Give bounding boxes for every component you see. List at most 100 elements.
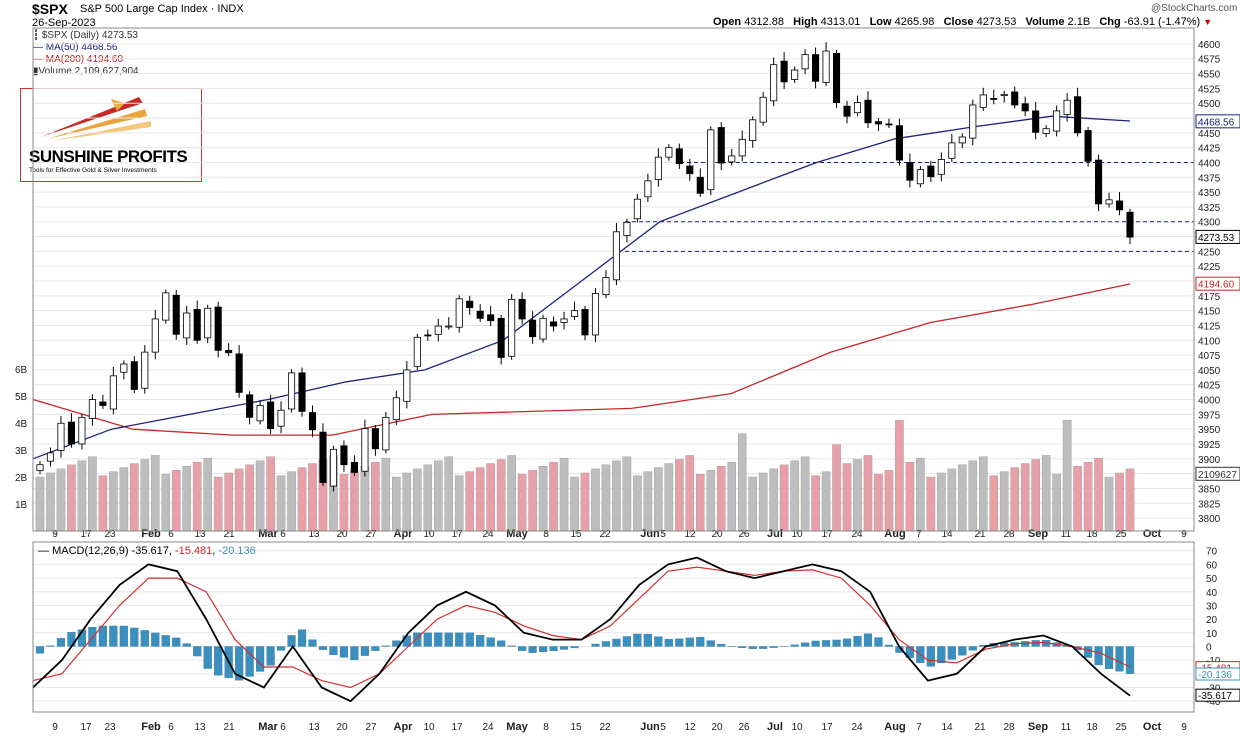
date-tick-label: 20 bbox=[336, 722, 348, 733]
date-tick-label: 13 bbox=[308, 529, 320, 540]
high-label: High bbox=[793, 16, 818, 28]
candle-body bbox=[319, 431, 327, 483]
date-tick-label: 18 bbox=[1086, 722, 1098, 733]
volume-bar bbox=[538, 466, 548, 532]
date-tick-label: 25 bbox=[1115, 529, 1127, 540]
price-tick-label: 4525 bbox=[1198, 84, 1221, 95]
macd-histogram-bar bbox=[140, 630, 149, 647]
price-tick-label: 4350 bbox=[1198, 188, 1221, 199]
candle-body bbox=[1063, 99, 1071, 115]
legend-price: ┇ $SPX (Daily) 4273.53 bbox=[33, 30, 139, 42]
candle-body bbox=[602, 277, 610, 296]
macd-tick-label: -30 bbox=[1206, 683, 1221, 694]
volume-bar bbox=[433, 460, 443, 532]
candle-body bbox=[130, 361, 138, 390]
logo-rays-icon bbox=[41, 97, 151, 141]
date-tick-label: 14 bbox=[941, 722, 953, 733]
price-tick-label: 3925 bbox=[1198, 440, 1221, 451]
price-tick-label: 4450 bbox=[1198, 129, 1221, 140]
macd-histogram-bar bbox=[245, 646, 254, 677]
date-tick-label: 9 bbox=[52, 529, 58, 540]
date-tick-label: 21 bbox=[223, 722, 235, 733]
date-tick-label: 23 bbox=[104, 722, 116, 733]
macd-histogram-bar bbox=[759, 646, 768, 649]
macd-histogram-bar bbox=[559, 646, 569, 650]
volume-bar bbox=[192, 461, 202, 532]
date-tick-label: 24 bbox=[482, 722, 494, 733]
candle-body bbox=[749, 119, 757, 141]
price-tick-label: 4200 bbox=[1198, 277, 1221, 288]
volume-bar bbox=[35, 476, 45, 532]
candle-body bbox=[36, 464, 44, 472]
ma200-value-label: 4194.60 bbox=[1198, 280, 1235, 291]
volume-bar bbox=[811, 475, 820, 532]
macd-tick-label: 0 bbox=[1206, 642, 1212, 653]
candle-body bbox=[539, 317, 547, 340]
candle-body bbox=[728, 155, 736, 163]
macd-histogram-bar bbox=[874, 637, 883, 647]
volume-bar bbox=[800, 456, 810, 532]
volume-bar bbox=[203, 457, 212, 532]
date-tick-label: 15 bbox=[570, 722, 582, 733]
macd-histogram-bar bbox=[821, 640, 831, 647]
ma50-value-label-box bbox=[1195, 114, 1240, 129]
volume-bar bbox=[958, 464, 967, 532]
macd-legend: — MACD(12,26,9) -35.617, -15.481, -20.13… bbox=[38, 545, 256, 557]
date-tick-label: 7 bbox=[916, 722, 922, 733]
volume-bar bbox=[612, 460, 621, 532]
date-tick-label: 10 bbox=[791, 529, 803, 540]
last-price-label-box bbox=[1195, 229, 1240, 244]
candle-body bbox=[350, 461, 358, 473]
price-tick-label: 3850 bbox=[1198, 484, 1221, 495]
macd-histogram-bar bbox=[601, 641, 611, 647]
macd-histogram-bar bbox=[1104, 646, 1114, 669]
candle-body bbox=[476, 310, 484, 319]
macd-histogram-bar bbox=[622, 636, 632, 647]
macd-histogram-bar bbox=[518, 646, 527, 651]
date-tick-label: Apr bbox=[394, 528, 414, 540]
volume-bar bbox=[916, 457, 925, 532]
macd-histogram-bar bbox=[528, 646, 537, 653]
macd-histogram-bar bbox=[1125, 646, 1135, 674]
candle-body bbox=[591, 293, 600, 336]
volume-bar bbox=[978, 456, 988, 532]
date-tick-label: 15 bbox=[570, 529, 582, 540]
macd-value: -35.617 bbox=[131, 545, 169, 557]
candle-body bbox=[550, 321, 558, 327]
date-tick-label: 10 bbox=[423, 529, 435, 540]
macd-histogram-bar bbox=[979, 645, 988, 647]
candle-body bbox=[141, 351, 149, 389]
candle-body bbox=[623, 221, 631, 236]
volume-bar bbox=[46, 472, 55, 532]
volume-bar bbox=[559, 457, 569, 532]
candle-body bbox=[1126, 211, 1134, 238]
candle-body bbox=[413, 336, 421, 367]
price-tick-label: 4425 bbox=[1198, 144, 1221, 155]
volume-bar bbox=[706, 470, 716, 532]
candle-body bbox=[853, 102, 862, 114]
macd-label: MACD(12,26,9) bbox=[52, 545, 129, 557]
volume-bar bbox=[1041, 455, 1051, 532]
macd-histogram-bar bbox=[360, 646, 369, 656]
candle-body bbox=[822, 50, 830, 83]
volume-bar bbox=[528, 470, 537, 532]
macd-histogram-bar bbox=[465, 632, 474, 647]
macd-histogram-bar bbox=[402, 635, 411, 647]
candle-body bbox=[371, 428, 379, 450]
candle-body bbox=[738, 138, 746, 157]
macd-histogram-bar bbox=[549, 646, 558, 651]
macd-histogram-bar bbox=[455, 632, 464, 647]
chg-value: -63.91 (-1.47%) bbox=[1123, 16, 1201, 28]
macd-signal-value: -15.481 bbox=[174, 545, 213, 557]
date-tick-label: 21 bbox=[974, 529, 986, 540]
support-resistance-lines bbox=[625, 161, 1194, 252]
last-price-label: 4273.53 bbox=[1198, 233, 1235, 244]
date-tick-label: 12 bbox=[684, 529, 696, 540]
candle-body bbox=[298, 372, 306, 412]
date-tick-label: 27 bbox=[365, 529, 377, 540]
candle-body bbox=[424, 334, 432, 337]
price-tick-label: 4125 bbox=[1198, 321, 1221, 332]
candle-body bbox=[361, 428, 369, 472]
date-tick-label: May bbox=[506, 528, 528, 540]
macd-histogram-bar bbox=[1031, 640, 1040, 647]
